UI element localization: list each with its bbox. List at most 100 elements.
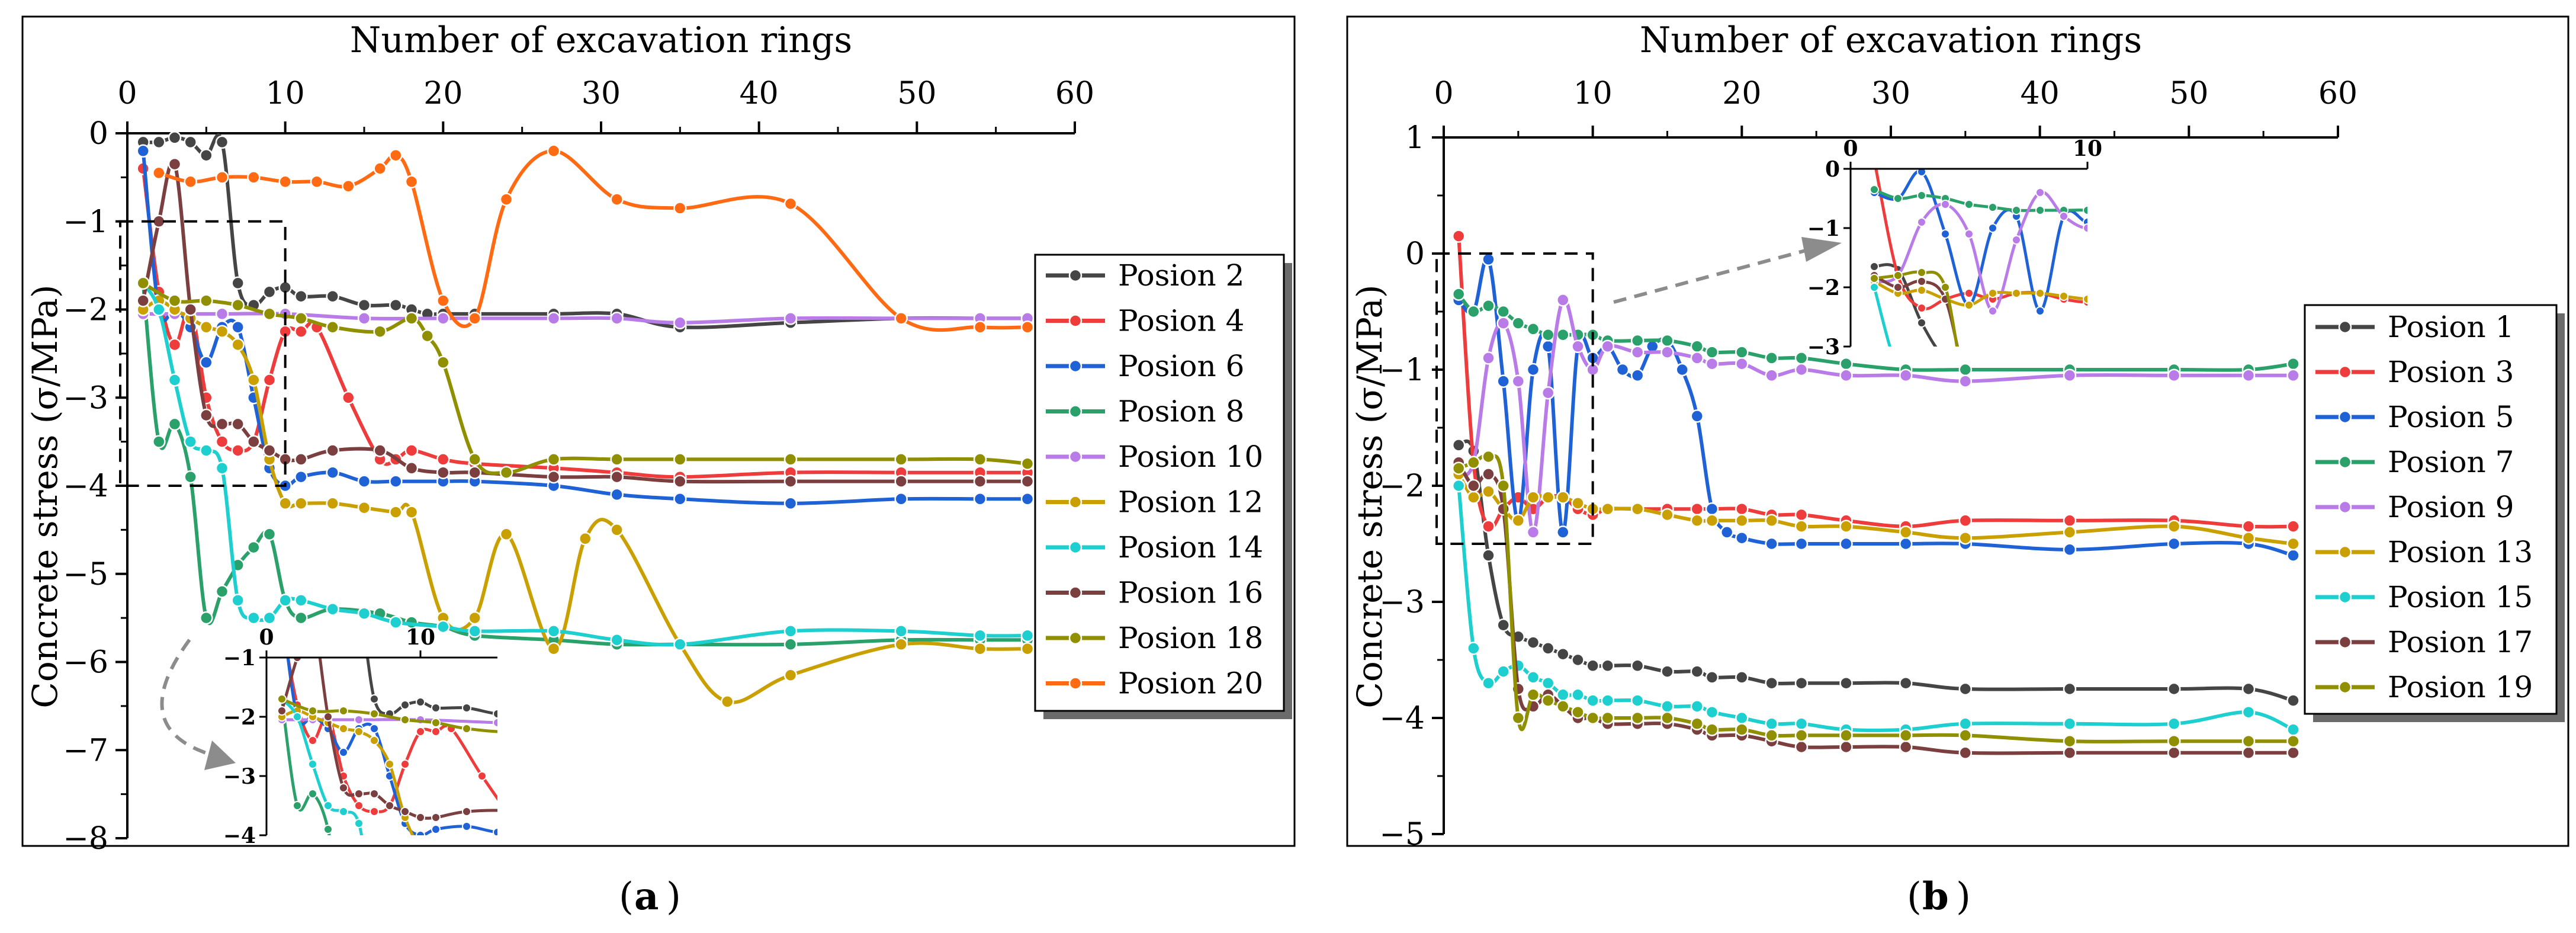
panel-b-legend-item-posion-3: Posion 3 — [2315, 355, 2514, 389]
panel-b-point-posion-19 — [1526, 688, 1540, 702]
panel-a-point-posion-6 — [357, 474, 371, 488]
panel-b-point-posion-17 — [1899, 740, 1913, 754]
panel-b-point-posion-13 — [1705, 514, 1719, 528]
panel-b-point-posion-9 — [2167, 368, 2181, 383]
panel-a-series-posion-2 — [136, 131, 1035, 334]
panel-b-inset-point-posion-3 — [2154, 295, 2163, 303]
panel-a-inset: 0 10 −1 −2 −3 −4 — [223, 625, 548, 916]
panel-a-point-posion-12 — [547, 642, 561, 656]
panel-a: ( a ) 0 10 20 30 40 50 60 Number of excavation … — [21, 15, 1296, 919]
panel-b-point-posion-5 — [1839, 537, 1853, 551]
panel-b-point-posion-5 — [1526, 363, 1540, 377]
panel-a-y-tick-label: −7 — [63, 733, 108, 768]
panel-b-inset-point-posion-15 — [2154, 393, 2163, 401]
panel-b-point-posion-15 — [1586, 694, 1599, 707]
panel-a-inset-point-posion-12 — [493, 846, 502, 854]
panel-a-point-posion-18 — [231, 298, 245, 312]
panel-b-inset-x-tick-label: 10 — [2073, 136, 2102, 161]
panel-a-point-posion-6 — [610, 488, 624, 502]
panel-b-inset-point-posion-5 — [2035, 306, 2045, 316]
panel-a-legend-label-posion-12: Posion 12 — [1118, 485, 1263, 520]
panel-a-point-posion-16 — [404, 461, 419, 475]
panel-a-point-posion-20 — [973, 320, 987, 334]
panel-a-inset-point-posion-12 — [539, 849, 548, 857]
panel-b-inset-point-posion-9 — [2059, 211, 2068, 221]
panel-b-point-posion-13 — [2241, 531, 2256, 545]
panel-a-series-posion-16 — [136, 157, 1035, 488]
panel-a-y-tick-label: −1 — [63, 204, 108, 240]
panel-b-y-tick-label: −3 — [1379, 585, 1425, 620]
panel-b-point-posion-9 — [2286, 368, 2300, 383]
panel-a-point-posion-18 — [673, 453, 687, 466]
panel-b-point-posion-7 — [1690, 339, 1704, 354]
panel-b-legend-marker-posion-9 — [2338, 500, 2352, 514]
panel-a-point-posion-6 — [326, 466, 339, 479]
panel-b-point-posion-19 — [1899, 729, 1913, 742]
panel-b-point-posion-5 — [1690, 409, 1704, 423]
panel-b-point-posion-19 — [1482, 450, 1495, 464]
panel-a-point-posion-16 — [436, 466, 450, 479]
panel-b-point-posion-15 — [1630, 694, 1644, 707]
panel-b-zoom-box — [1435, 252, 1594, 545]
panel-b-inset-x-tick-label: 0 — [1843, 136, 1858, 161]
panel-b-legend-item-posion-1: Posion 1 — [2315, 310, 2514, 344]
panel-a-point-posion-14 — [610, 633, 624, 647]
panel-b-point-posion-1 — [1451, 438, 1466, 452]
panel-a-series-posion-20 — [152, 144, 1035, 334]
panel-a-point-posion-20 — [184, 175, 197, 189]
panel-a-inset-point-posion-4 — [416, 727, 425, 736]
panel-b-inset-point-posion-17 — [2154, 405, 2163, 413]
panel-b-point-posion-13 — [1765, 514, 1778, 528]
panel-b-inset-point-posion-1 — [1941, 354, 1949, 363]
panel-a-point-posion-4 — [342, 391, 355, 405]
panel-a-y-axis-label: Concrete stress (σ/MPa) — [25, 284, 65, 708]
panel-b-point-posion-9 — [1735, 357, 1749, 371]
panel-b-point-posion-17 — [1839, 740, 1853, 754]
panel-a-legend-item-posion-12: Posion 12 — [1046, 485, 1263, 520]
panel-a-point-posion-20 — [342, 179, 355, 193]
panel-b-legend-item-posion-19: Posion 19 — [2315, 670, 2533, 704]
panel-b-inset-point-posion-15 — [2012, 384, 2021, 392]
panel-a-inset-point-posion-16 — [370, 789, 379, 799]
panel-a-point-posion-2 — [152, 135, 166, 149]
panel-b-point-posion-19 — [2063, 734, 2077, 748]
panel-b-point-posion-15 — [2167, 717, 2181, 731]
panel-b-legend-item-posion-13: Posion 13 — [2315, 535, 2533, 569]
panel-b-point-posion-9 — [1630, 345, 1644, 359]
panel-a-inset-point-posion-12 — [416, 843, 425, 851]
panel-a-point-posion-20 — [673, 201, 687, 215]
panel-b-inset-point-posion-13 — [1964, 300, 1974, 310]
panel-b-series-posion-7 — [1451, 287, 2300, 377]
panel-b-point-posion-19 — [1794, 729, 1809, 742]
panel-b-point-posion-19 — [1765, 729, 1778, 742]
panel-a-inset-point-posion-14 — [370, 908, 378, 916]
panel-b-legend-label-posion-7: Posion 7 — [2388, 445, 2514, 479]
panel-b-point-posion-1 — [2286, 694, 2300, 707]
panel-b-point-posion-13 — [1690, 514, 1704, 528]
panel-a-x-tick-label: 20 — [423, 76, 462, 111]
panel-a-point-posion-6 — [673, 492, 687, 506]
panel-a-x-tick-label: 60 — [1055, 76, 1094, 111]
panel-a-point-posion-16 — [184, 303, 197, 316]
panel-a-inset-point-posion-8 — [370, 884, 378, 893]
panel-b-point-posion-1 — [1660, 665, 1674, 678]
panel-a-point-posion-8 — [215, 585, 229, 598]
panel-a-point-posion-10 — [436, 312, 450, 325]
panel-a-point-posion-2 — [184, 135, 197, 149]
panel-b-point-posion-1 — [1899, 676, 1913, 690]
panel-a-point-posion-6 — [894, 492, 908, 506]
panel-b-point-posion-9 — [1958, 374, 1973, 388]
panel-a-point-posion-4 — [215, 435, 229, 448]
panel-a-point-posion-2 — [200, 148, 213, 162]
panel-b-point-posion-13 — [2063, 525, 2077, 539]
panel-a-inset-point-posion-16 — [293, 658, 302, 662]
panel-b-point-posion-3 — [1690, 502, 1704, 516]
panel-a-zoom-arrow — [160, 639, 236, 770]
panel-b-inset-point-posion-19 — [2012, 393, 2021, 401]
panel-a-point-posion-16 — [610, 470, 624, 484]
panel-a-point-posion-14 — [783, 624, 798, 638]
panel-a-point-posion-14 — [184, 435, 197, 448]
panel-a-legend-label-posion-10: Posion 10 — [1118, 440, 1263, 474]
panel-a-point-posion-14 — [294, 594, 308, 607]
